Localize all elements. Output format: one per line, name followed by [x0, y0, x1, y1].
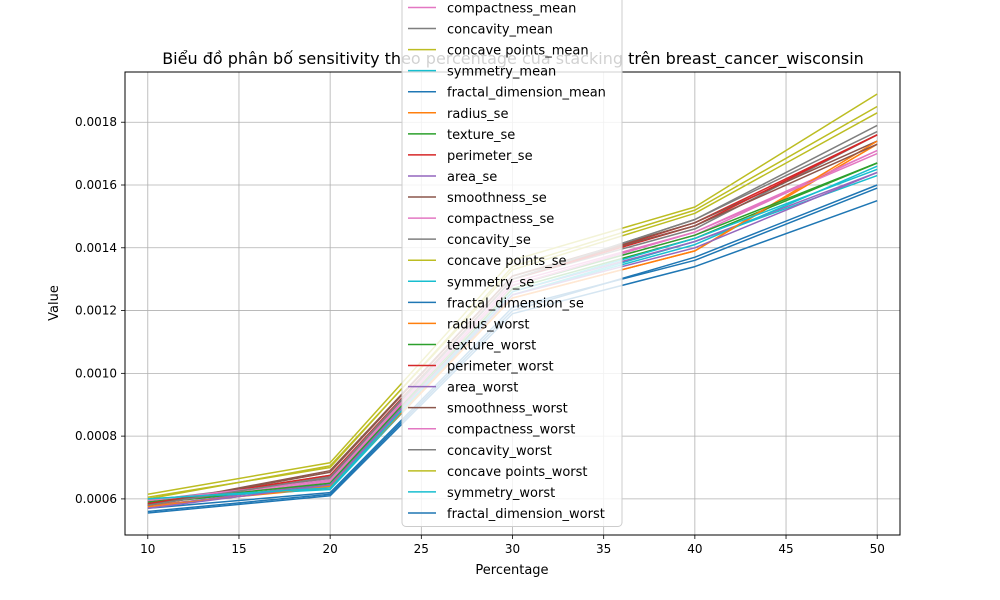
y-axis-label: Value — [47, 285, 62, 321]
legend-entry: compactness_mean — [447, 2, 576, 17]
legend-entry: concavity_worst — [447, 444, 552, 459]
legend-entry: texture_se — [447, 128, 515, 143]
legend-entry: texture_worst — [447, 338, 536, 353]
legend-box — [401, 0, 623, 527]
legend-entry: area_se — [447, 170, 497, 185]
x-tick-label: 20 — [323, 542, 338, 556]
y-axis: 0.0006 0.0008 0.0010 0.0012 0.0014 0.0016 0.00… — [75, 115, 125, 506]
legend-entry: perimeter_worst — [447, 360, 554, 375]
legend-entry: smoothness_se — [447, 191, 547, 206]
legend-entry: symmetry_worst — [447, 486, 555, 501]
y-tick-label: 0.0018 — [75, 115, 117, 129]
legend-entry: concavity_mean — [447, 23, 553, 38]
legend-entry: concave points_worst — [447, 465, 588, 480]
y-tick-label: 0.0006 — [75, 492, 117, 506]
legend-entry: radius_se — [447, 107, 508, 122]
y-tick-label: 0.0014 — [75, 241, 117, 255]
legend-entry: compactness_se — [447, 212, 554, 227]
x-tick-label: 30 — [505, 542, 520, 556]
y-tick-label: 0.0010 — [75, 366, 117, 380]
x-tick-label: 25 — [414, 542, 429, 556]
legend-entry: radius_worst — [447, 317, 530, 332]
x-tick-label: 15 — [231, 542, 246, 556]
legend-entry: smoothness_worst — [447, 402, 568, 417]
x-tick-label: 10 — [140, 542, 155, 556]
y-tick-label: 0.0016 — [75, 178, 117, 192]
legend-entry: symmetry_mean — [447, 65, 556, 80]
y-tick-label: 0.0012 — [75, 304, 117, 318]
legend-entry: fractal_dimension_se — [447, 296, 584, 311]
x-tick-label: 45 — [778, 542, 793, 556]
legend-entry: concavity_se — [447, 233, 531, 248]
x-tick-label: 50 — [870, 542, 885, 556]
legend-entry: compactness_worst — [447, 423, 575, 438]
legend-entry: perimeter_se — [447, 149, 533, 164]
legend-entry: fractal_dimension_mean — [447, 86, 606, 101]
x-tick-label: 40 — [687, 542, 702, 556]
legend-entry: symmetry_se — [447, 275, 534, 290]
legend-entry: concave points_se — [447, 254, 566, 269]
legend-entry: area_worst — [447, 381, 518, 396]
x-axis: 10 15 20 25 30 35 40 45 50 — [140, 535, 885, 556]
x-axis-label: Percentage — [475, 563, 548, 578]
y-tick-label: 0.0008 — [75, 429, 117, 443]
legend-entry: concave points_mean — [447, 44, 589, 59]
legend-entry: fractal_dimension_worst — [447, 507, 605, 522]
x-tick-label: 35 — [596, 542, 611, 556]
